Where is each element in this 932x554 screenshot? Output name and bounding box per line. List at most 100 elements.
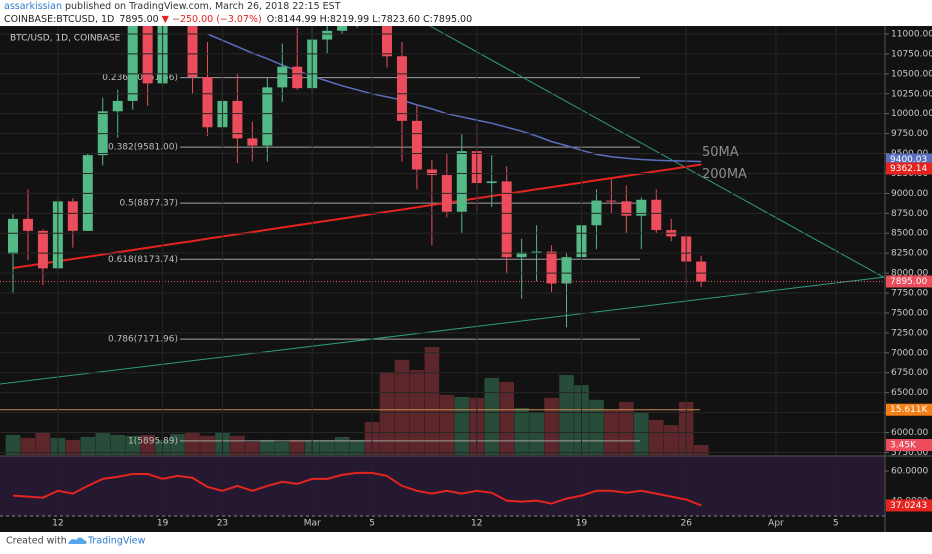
- candle-body: [382, 26, 392, 57]
- trend-line: [429, 26, 885, 279]
- ma-name: 50MA: [702, 145, 739, 160]
- volume-bar: [125, 435, 140, 455]
- y-tick-label: 8500.00: [891, 229, 928, 239]
- trend-line: [0, 276, 885, 385]
- volume-bar: [289, 439, 305, 455]
- volume-bar: [334, 437, 350, 455]
- candle-body: [127, 26, 138, 101]
- candle-body: [636, 199, 647, 216]
- price-tag-label: 37.0243: [890, 501, 927, 511]
- volume-bar: [379, 372, 395, 455]
- y-tick-label: 10000.00: [891, 109, 932, 119]
- price-tag-label: 9400.03: [890, 155, 927, 165]
- y-tick-label: 10500.00: [891, 69, 932, 79]
- volume-bar: [110, 434, 126, 455]
- volume-bar: [499, 381, 514, 455]
- fib-label: 1(5895.89): [128, 436, 178, 446]
- price-tag-label: 3.45K: [890, 440, 917, 450]
- x-tick-label: Mar: [304, 519, 321, 529]
- volume-bar: [349, 439, 365, 455]
- volume-bar: [439, 394, 455, 455]
- y-tick-label: 6000.00: [891, 428, 928, 438]
- y-tick-label: 10750.00: [891, 49, 932, 59]
- x-tick-label: 12: [471, 519, 482, 529]
- x-tick-label: 5: [369, 519, 375, 529]
- fib-label: 0.618(8173.74): [108, 255, 178, 265]
- user[interactable]: assarkissian: [4, 1, 62, 12]
- volume-bar: [559, 374, 574, 455]
- volume-bar: [484, 377, 500, 455]
- price-tag: [886, 438, 932, 451]
- x-tick-label: 5: [833, 519, 839, 529]
- candle-body: [262, 87, 273, 146]
- y-tick-label: 7000.00: [891, 348, 928, 358]
- y-tick-label: 9750.00: [891, 129, 928, 139]
- candle-body: [561, 257, 572, 284]
- volume-bar: [544, 397, 559, 455]
- fib-label: 0.5(8877.37): [119, 199, 178, 209]
- price-tag: [886, 499, 932, 512]
- candle-body: [396, 56, 407, 121]
- ohlc: O:8144.99 H:8219.99 L:7823.60 C:7895.00: [267, 14, 472, 25]
- chart-bg: [0, 26, 932, 532]
- volume-bar: [424, 347, 440, 455]
- candle-body: [546, 251, 557, 284]
- candle-body: [651, 199, 662, 231]
- volume-bar: [529, 412, 544, 455]
- price-tag: [886, 162, 932, 175]
- chart-title: BTC/USD, 1D, COINBASE: [10, 34, 121, 44]
- candle-body: [247, 138, 258, 146]
- y-tick-label: 7500.00: [891, 308, 928, 318]
- candle-body: [456, 151, 467, 212]
- line: [12, 471, 702, 507]
- candle-body: [8, 218, 18, 254]
- candle-body: [202, 77, 213, 128]
- price-tag: [886, 275, 932, 288]
- candle-body: [142, 26, 153, 84]
- volume-bar: [140, 434, 155, 455]
- publish-line: assarkissian published on TradingView.co…: [4, 1, 341, 12]
- candle-body: [277, 66, 288, 88]
- price-tag: [886, 403, 932, 416]
- volume-bar: [693, 444, 709, 455]
- price: 7895.00: [119, 14, 158, 25]
- y-tick-label: 7750.00: [891, 289, 928, 299]
- y-tick-label: 9000.00: [891, 189, 928, 199]
- candle-body: [621, 201, 632, 216]
- y-tick-label: 6750.00: [891, 368, 928, 378]
- candle-body: [232, 100, 243, 139]
- y-tick-label: 11000.00: [891, 29, 932, 39]
- candle-body: [531, 251, 542, 253]
- candle-body: [411, 120, 422, 170]
- symbol: COINBASE:BTCUSD, 1D: [4, 14, 114, 25]
- candle-body: [501, 181, 512, 258]
- price-tag-label: 7895.00: [890, 277, 927, 287]
- header-bg: [0, 0, 932, 26]
- candle-body: [112, 100, 123, 112]
- line: [12, 163, 702, 269]
- candle-body: [426, 169, 437, 176]
- candle-body: [337, 26, 348, 31]
- volume-bar: [589, 399, 604, 455]
- rsi-tick-label: 60.0000: [891, 467, 928, 477]
- candle-body: [187, 26, 198, 78]
- price-tag: [886, 153, 932, 166]
- volume-bar: [185, 432, 200, 455]
- x-tick-label: 19: [157, 519, 169, 529]
- footer-created: Created with: [6, 536, 67, 547]
- volume-bar: [619, 401, 634, 455]
- volume-bar: [394, 359, 410, 455]
- line: [207, 33, 702, 163]
- volume-bar: [514, 408, 529, 455]
- volume-bar: [663, 425, 679, 455]
- footer-brand[interactable]: TradingView: [87, 536, 146, 547]
- candle-body: [516, 252, 527, 258]
- y-tick-label: 10250.00: [891, 89, 932, 99]
- fib-label: 0.786(7171.96): [108, 335, 178, 345]
- footer-bg: [0, 532, 932, 550]
- volume-bar: [35, 432, 51, 455]
- volume-bar: [454, 397, 470, 455]
- y-tick-label: 8750.00: [891, 209, 928, 219]
- ma-name: 200MA: [702, 167, 747, 182]
